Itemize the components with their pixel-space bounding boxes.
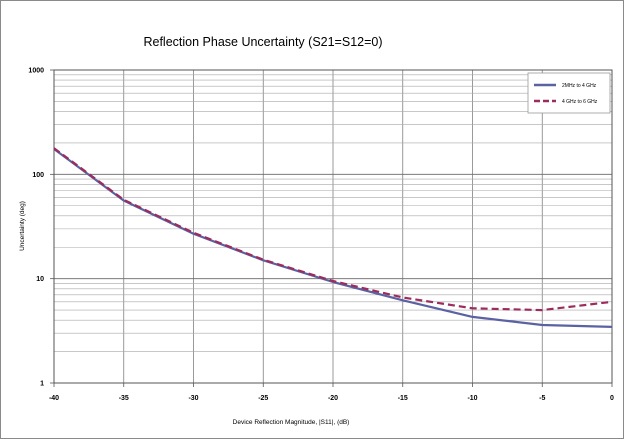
y-tick-label: 1000 bbox=[28, 68, 44, 75]
chart-title: Reflection Phase Uncertainty (S21=S12=0) bbox=[143, 35, 382, 49]
legend: 2MHz to 4 GHz 4 GHz to 6 GHz bbox=[527, 72, 611, 114]
x-tick-label: -20 bbox=[328, 395, 338, 402]
y-tick-labels: 1 10 100 1000 bbox=[28, 68, 54, 388]
y-tick-label: 1 bbox=[40, 381, 44, 388]
x-tick-label: -10 bbox=[467, 395, 477, 402]
x-axis-label: Device Reflection Magnitude, |S11|, (dB) bbox=[233, 419, 350, 426]
x-tick-label: -40 bbox=[49, 395, 59, 402]
x-tick-label: -35 bbox=[119, 395, 129, 402]
y-tick-label: 100 bbox=[32, 172, 44, 179]
x-tick-labels: -40 -35 -30 -25 -20 -15 -10 -5 0 bbox=[49, 383, 614, 402]
x-tick-label: -30 bbox=[188, 395, 198, 402]
x-tick-label: 0 bbox=[610, 395, 614, 402]
x-tick-label: -5 bbox=[539, 395, 545, 402]
y-tick-label: 10 bbox=[36, 276, 44, 283]
series-line-1 bbox=[53, 147, 613, 312]
legend-box bbox=[527, 72, 611, 114]
x-tick-label: -25 bbox=[258, 395, 268, 402]
series-group bbox=[53, 147, 613, 328]
y-axis-label: Uncertainty (deg) bbox=[19, 201, 26, 251]
x-tick-label: -15 bbox=[398, 395, 408, 402]
legend-label-2mhz-4ghz: 2MHz to 4 GHz bbox=[562, 83, 597, 89]
legend-label-4ghz-6ghz: 4 GHz to 6 GHz bbox=[562, 99, 598, 105]
